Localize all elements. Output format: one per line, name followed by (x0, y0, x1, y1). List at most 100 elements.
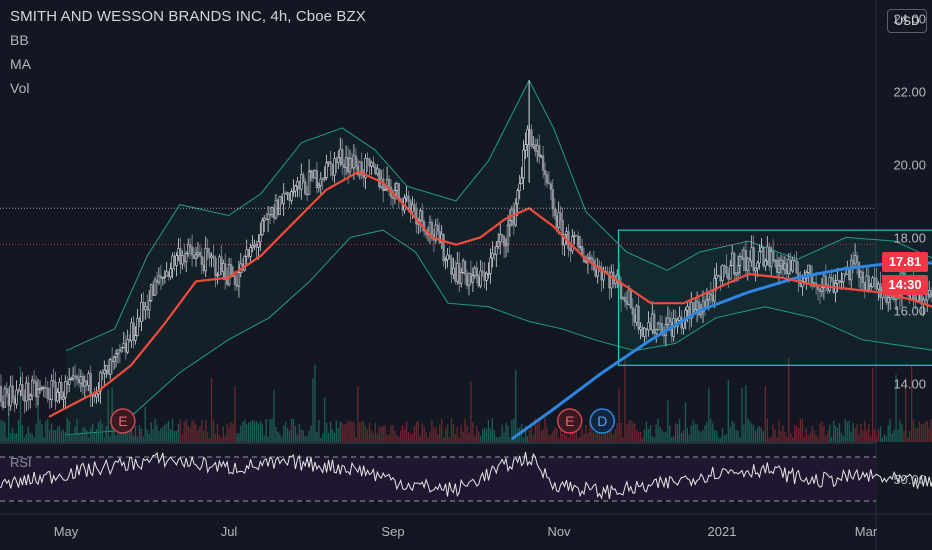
candle-body (28, 395, 32, 400)
volume-bar (353, 422, 355, 442)
volume-bar (618, 388, 620, 442)
indicator-ma-label[interactable]: MA (10, 56, 31, 72)
volume-bar (749, 421, 751, 442)
candle-body (301, 174, 305, 182)
volume-bar (764, 386, 766, 442)
candle-body (333, 158, 336, 176)
candle-body (652, 313, 656, 334)
volume-bar (259, 420, 261, 442)
volume-bar (690, 425, 692, 442)
currency-button[interactable]: USD (887, 9, 927, 33)
volume-bar (536, 423, 538, 442)
candle-body (709, 292, 713, 296)
candle-body (21, 384, 24, 396)
volume-bar (487, 420, 490, 442)
candle-body (576, 235, 580, 247)
indicator-vol-label[interactable]: Vol (10, 80, 30, 96)
volume-bar (546, 427, 548, 442)
volume-bar (891, 433, 893, 442)
chart-legend: SMITH AND WESSON BRANDS INC, 4h, Cboe BZ… (10, 8, 366, 97)
candle-body (569, 248, 572, 252)
candle-body (38, 387, 42, 390)
candle-body (549, 183, 553, 190)
volume-bar (421, 423, 423, 442)
candle-body (89, 373, 92, 397)
candle-body (325, 162, 328, 178)
candle-body (454, 267, 457, 282)
volume-bar (382, 426, 384, 442)
candle-body (578, 246, 582, 248)
candle-body (762, 247, 765, 267)
volume-bar (819, 423, 821, 442)
candle-body (364, 158, 367, 178)
volume-bar (234, 386, 236, 442)
volume-bar (823, 425, 825, 442)
volume-bar (538, 420, 540, 442)
rsi-indicator-label[interactable]: RSI (10, 455, 32, 470)
volume-bar (386, 434, 388, 442)
volume-bar (47, 418, 49, 442)
volume-bar (850, 431, 852, 442)
volume-bar (392, 425, 394, 442)
candle-body (459, 272, 463, 284)
candle-body (103, 369, 106, 374)
volume-bar (827, 430, 829, 442)
candle-body (545, 174, 549, 184)
candle-body (132, 322, 135, 341)
candle-body (721, 264, 724, 281)
volume-bar (544, 418, 546, 442)
candle-body (849, 259, 853, 281)
candle-body (52, 380, 55, 383)
volume-bar (173, 430, 176, 442)
dividend-marker[interactable]: D (589, 408, 615, 434)
volume-bar (29, 432, 31, 442)
candle-body (477, 276, 480, 287)
candle-body (208, 252, 211, 258)
volume-bar (916, 427, 919, 442)
volume-bar (657, 418, 659, 442)
volume-bar (889, 419, 891, 442)
volume-bar (244, 419, 246, 442)
symbol-title[interactable]: SMITH AND WESSON BRANDS INC, 4h, Cboe BZ… (10, 8, 366, 25)
candle-body (643, 327, 646, 337)
volume-bar (191, 420, 193, 442)
candle-body (830, 277, 833, 281)
candle-body (483, 271, 486, 281)
volume-bar (326, 422, 328, 442)
candle-body (376, 168, 379, 174)
volume-bar (2, 420, 4, 442)
volume-bar (162, 426, 164, 442)
volume-bar (261, 423, 263, 442)
candle-body (198, 252, 202, 257)
candle-body (508, 220, 512, 226)
indicator-bb-label[interactable]: BB (10, 32, 29, 48)
candle-body (368, 159, 371, 167)
candle-body (87, 373, 90, 386)
candle-body (298, 181, 301, 190)
earnings-marker[interactable]: E (557, 408, 583, 434)
candle-body (3, 388, 7, 408)
volume-bar (390, 425, 392, 442)
volume-bar (834, 425, 837, 442)
candle-body (32, 379, 36, 382)
candle-body (335, 158, 338, 164)
candle-body (707, 292, 711, 301)
volume-bar (171, 418, 174, 442)
candle-body (430, 222, 434, 235)
volume-bar (585, 424, 587, 442)
bar-countdown-tag: 14:30 (882, 275, 928, 295)
candle-body (196, 252, 200, 255)
earnings-marker[interactable]: E (110, 408, 136, 434)
volume-bar (248, 422, 250, 442)
volume-bar (0, 420, 2, 442)
volume-bar (170, 429, 172, 442)
candle-body (149, 284, 153, 301)
candle-body (148, 300, 151, 311)
volume-bar (441, 419, 443, 442)
volume-bar (901, 423, 903, 442)
candle-body (547, 182, 551, 185)
volume-bar (209, 438, 211, 442)
candle-body (758, 251, 761, 264)
candle-body (842, 273, 845, 282)
